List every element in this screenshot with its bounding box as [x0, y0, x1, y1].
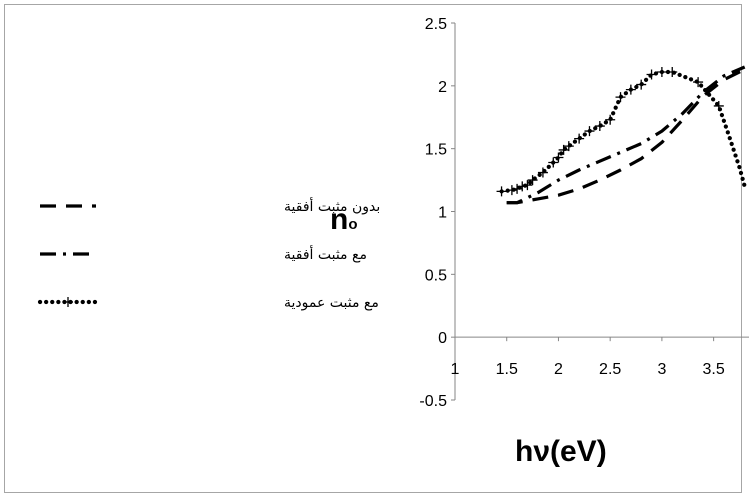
x-tick-label: 2 [554, 361, 563, 378]
series-marker [713, 100, 724, 111]
x-axis-title: hν(eV) [515, 435, 607, 468]
legend-label-2: مع مثبت أفقية [284, 245, 367, 263]
legend-marker [63, 297, 73, 307]
series-marker [563, 141, 574, 152]
x-tick-label: 1.5 [496, 361, 518, 378]
legend-label-3: مع مثبت عمودية [284, 295, 379, 311]
y-axis-title-main: n [330, 203, 348, 236]
y-axis-title: no [330, 203, 358, 236]
series-marker [656, 67, 667, 78]
legend: بدون مثبت أفقية مع مثبت أفقية مع مثبت عمود… [37, 197, 380, 311]
series-marker [584, 126, 595, 137]
x-tick-label: 2.5 [599, 361, 621, 378]
series-marker [522, 180, 533, 191]
axes-group [454, 23, 749, 400]
series-marker [594, 121, 605, 132]
y-tick-label: 1 [438, 205, 447, 222]
series-marker [693, 77, 704, 88]
x-tick-label: 1 [451, 361, 460, 378]
y-tick-label: 2 [438, 79, 447, 96]
x-tick-labels: 1 1.5 2 2.5 3 3.5 [451, 337, 725, 378]
series-line-1 [506, 68, 746, 205]
y-tick-label: 0 [438, 330, 447, 347]
series-line-2 [506, 65, 746, 205]
series-marker [625, 84, 636, 95]
series-marker [605, 114, 616, 125]
series-marker [537, 167, 548, 178]
series-marker [527, 175, 538, 186]
series-marker [553, 152, 564, 163]
legend-label-1: بدون مثبت أفقية [284, 197, 380, 215]
y-tick-label: 2.5 [425, 16, 447, 33]
series-marker [512, 183, 523, 194]
y-tick-label: 1.5 [425, 142, 447, 159]
y-tick-labels: -0.5 0 0.5 1 1.5 2 2.5 [419, 16, 455, 410]
y-axis-title-sub: o [348, 216, 357, 233]
series-marker [574, 133, 585, 144]
series-marker [667, 67, 678, 78]
x-tick-label: 3.5 [702, 361, 724, 378]
series-marker [548, 157, 559, 168]
series-marker [506, 185, 517, 196]
series-marker [646, 69, 657, 80]
series-marker [615, 92, 626, 103]
series-marker [558, 144, 569, 155]
x-tick-label: 3 [657, 361, 666, 378]
series-marker [636, 79, 647, 90]
y-tick-label: 0.5 [425, 267, 447, 284]
chart-frame [4, 4, 742, 493]
y-tick-label: -0.5 [419, 393, 447, 410]
series-layer [496, 65, 747, 205]
series-marker [496, 186, 507, 197]
series-marker [517, 181, 528, 192]
series-line-3 [499, 69, 747, 194]
